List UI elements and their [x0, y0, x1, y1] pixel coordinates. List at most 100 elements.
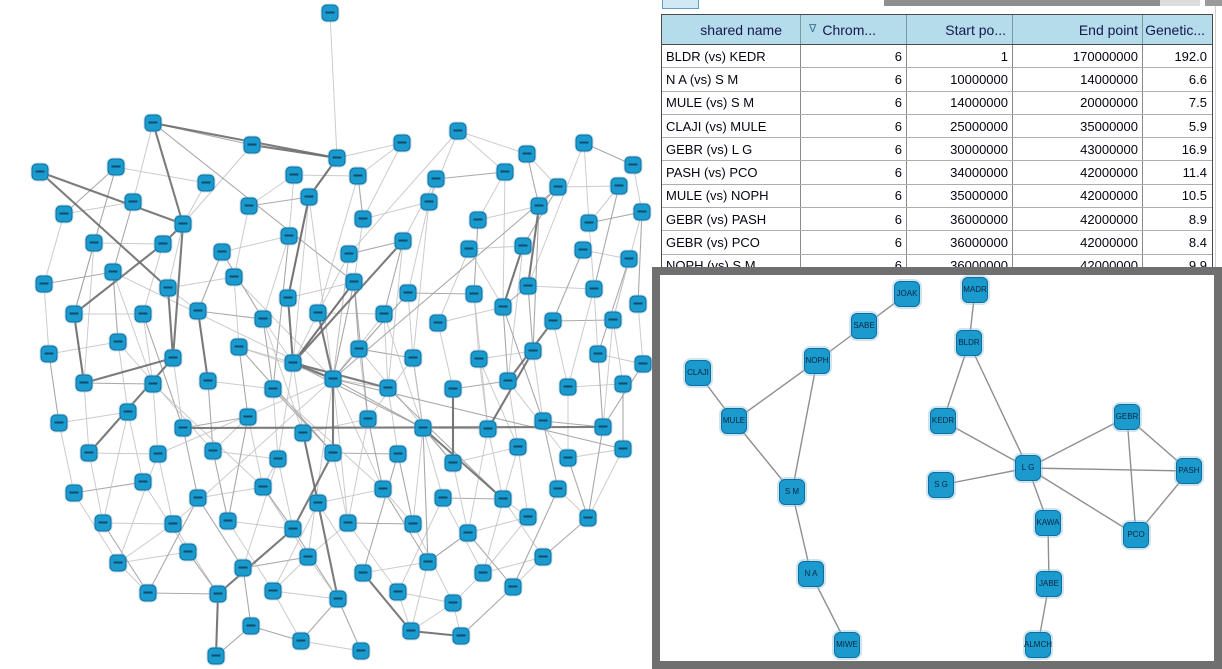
network-node[interactable] [350, 340, 368, 358]
node-PCO[interactable]: PCO [1123, 522, 1149, 548]
network-node[interactable] [634, 355, 652, 373]
node-S-M[interactable]: S M [779, 479, 805, 505]
network-node[interactable] [149, 445, 167, 463]
network-node[interactable] [345, 273, 363, 291]
network-node[interactable] [269, 450, 287, 468]
network-node[interactable] [427, 170, 445, 188]
node-JABE[interactable]: JABE [1036, 571, 1062, 597]
network-node[interactable] [614, 375, 632, 393]
network-node[interactable] [504, 578, 522, 596]
network-node[interactable] [284, 354, 302, 372]
network-node[interactable] [544, 312, 562, 330]
sub-network-canvas[interactable]: JOAK MADR SABE BLDR NOPH CLAJI GEBR MULE KEDR L G… [660, 275, 1214, 661]
network-node[interactable] [300, 188, 318, 206]
network-node[interactable] [434, 489, 452, 507]
network-node[interactable] [279, 289, 297, 307]
network-node[interactable] [230, 338, 248, 356]
network-node[interactable] [559, 378, 577, 396]
node-CLAJI[interactable]: CLAJI [685, 360, 711, 386]
network-node[interactable] [31, 163, 49, 181]
network-node[interactable] [359, 410, 377, 428]
network-node[interactable] [389, 583, 407, 601]
node-SABE[interactable]: SABE [851, 313, 877, 339]
network-node[interactable] [109, 333, 127, 351]
network-node[interactable] [242, 617, 260, 635]
network-node[interactable] [339, 514, 357, 532]
network-node[interactable] [444, 594, 462, 612]
column-header-shared-name[interactable]: shared name [662, 15, 801, 44]
network-node[interactable] [144, 114, 162, 132]
network-node[interactable] [624, 156, 642, 174]
node-N-A[interactable]: N A [798, 561, 824, 587]
network-node[interactable] [518, 145, 536, 163]
network-node[interactable] [254, 478, 272, 496]
network-node[interactable] [534, 412, 552, 430]
network-node[interactable] [393, 134, 411, 152]
network-node[interactable] [460, 240, 478, 258]
table-row[interactable]: BLDR (vs) KEDR 6 1 170000000 192.0 [662, 45, 1212, 69]
network-node[interactable] [107, 158, 125, 176]
network-node[interactable] [465, 285, 483, 303]
column-header-chromosome[interactable]: ∇ Chrom... [801, 15, 907, 44]
network-node[interactable] [559, 449, 577, 467]
network-node[interactable] [159, 279, 177, 297]
network-node[interactable] [419, 553, 437, 571]
network-node[interactable] [179, 543, 197, 561]
network-node[interactable] [352, 642, 370, 660]
network-node[interactable] [292, 632, 310, 650]
network-node[interactable] [509, 438, 527, 456]
network-node[interactable] [285, 166, 303, 184]
table-row[interactable]: N A (vs) S M 6 10000000 14000000 6.6 [662, 68, 1212, 92]
network-node[interactable] [519, 277, 537, 295]
network-node[interactable] [213, 243, 231, 261]
network-node[interactable] [459, 524, 477, 542]
network-node[interactable] [452, 627, 470, 645]
scrollbar-fragment[interactable] [1205, 0, 1222, 6]
node-NOPH[interactable]: NOPH [804, 348, 830, 374]
network-node[interactable] [420, 193, 438, 211]
network-node[interactable] [519, 508, 537, 526]
network-node[interactable] [239, 408, 257, 426]
network-node[interactable] [610, 177, 628, 195]
network-node[interactable] [85, 234, 103, 252]
network-node[interactable] [379, 379, 397, 397]
network-node[interactable] [575, 134, 593, 152]
network-node[interactable] [234, 559, 252, 577]
network-node[interactable] [204, 442, 222, 460]
network-node[interactable] [35, 275, 53, 293]
network-node[interactable] [404, 515, 422, 533]
node-PASH[interactable]: PASH [1176, 458, 1202, 484]
network-node[interactable] [219, 512, 237, 530]
network-node[interactable] [209, 585, 227, 603]
network-node[interactable] [134, 305, 152, 323]
table-tab-fragment[interactable] [662, 0, 699, 9]
network-node[interactable] [614, 440, 632, 458]
network-node[interactable] [580, 214, 598, 232]
network-node[interactable] [349, 167, 367, 185]
network-node[interactable] [324, 370, 342, 388]
network-node[interactable] [469, 211, 487, 229]
network-node[interactable] [633, 203, 651, 221]
network-node[interactable] [479, 420, 497, 438]
node-MADR[interactable]: MADR [962, 277, 988, 303]
network-node[interactable] [449, 122, 467, 140]
network-node[interactable] [40, 345, 58, 363]
node-JOAK[interactable]: JOAK [894, 281, 920, 307]
network-node[interactable] [524, 342, 542, 360]
node-KEDR[interactable]: KEDR [930, 408, 956, 434]
network-node[interactable] [240, 197, 258, 215]
node-GEBR[interactable]: GEBR [1114, 404, 1140, 430]
table-row[interactable]: CLAJI (vs) MULE 6 25000000 35000000 5.9 [662, 114, 1212, 139]
network-node[interactable] [80, 444, 98, 462]
network-node[interactable] [164, 515, 182, 533]
network-node[interactable] [496, 163, 514, 181]
network-node[interactable] [309, 304, 327, 322]
network-node[interactable] [164, 349, 182, 367]
network-node[interactable] [530, 197, 548, 215]
network-node[interactable] [394, 232, 412, 250]
network-node[interactable] [620, 250, 638, 268]
network-node[interactable] [264, 380, 282, 398]
column-header-end-position[interactable]: End point [1013, 15, 1143, 44]
network-node[interactable] [174, 215, 192, 233]
large-network-canvas[interactable] [0, 0, 652, 669]
